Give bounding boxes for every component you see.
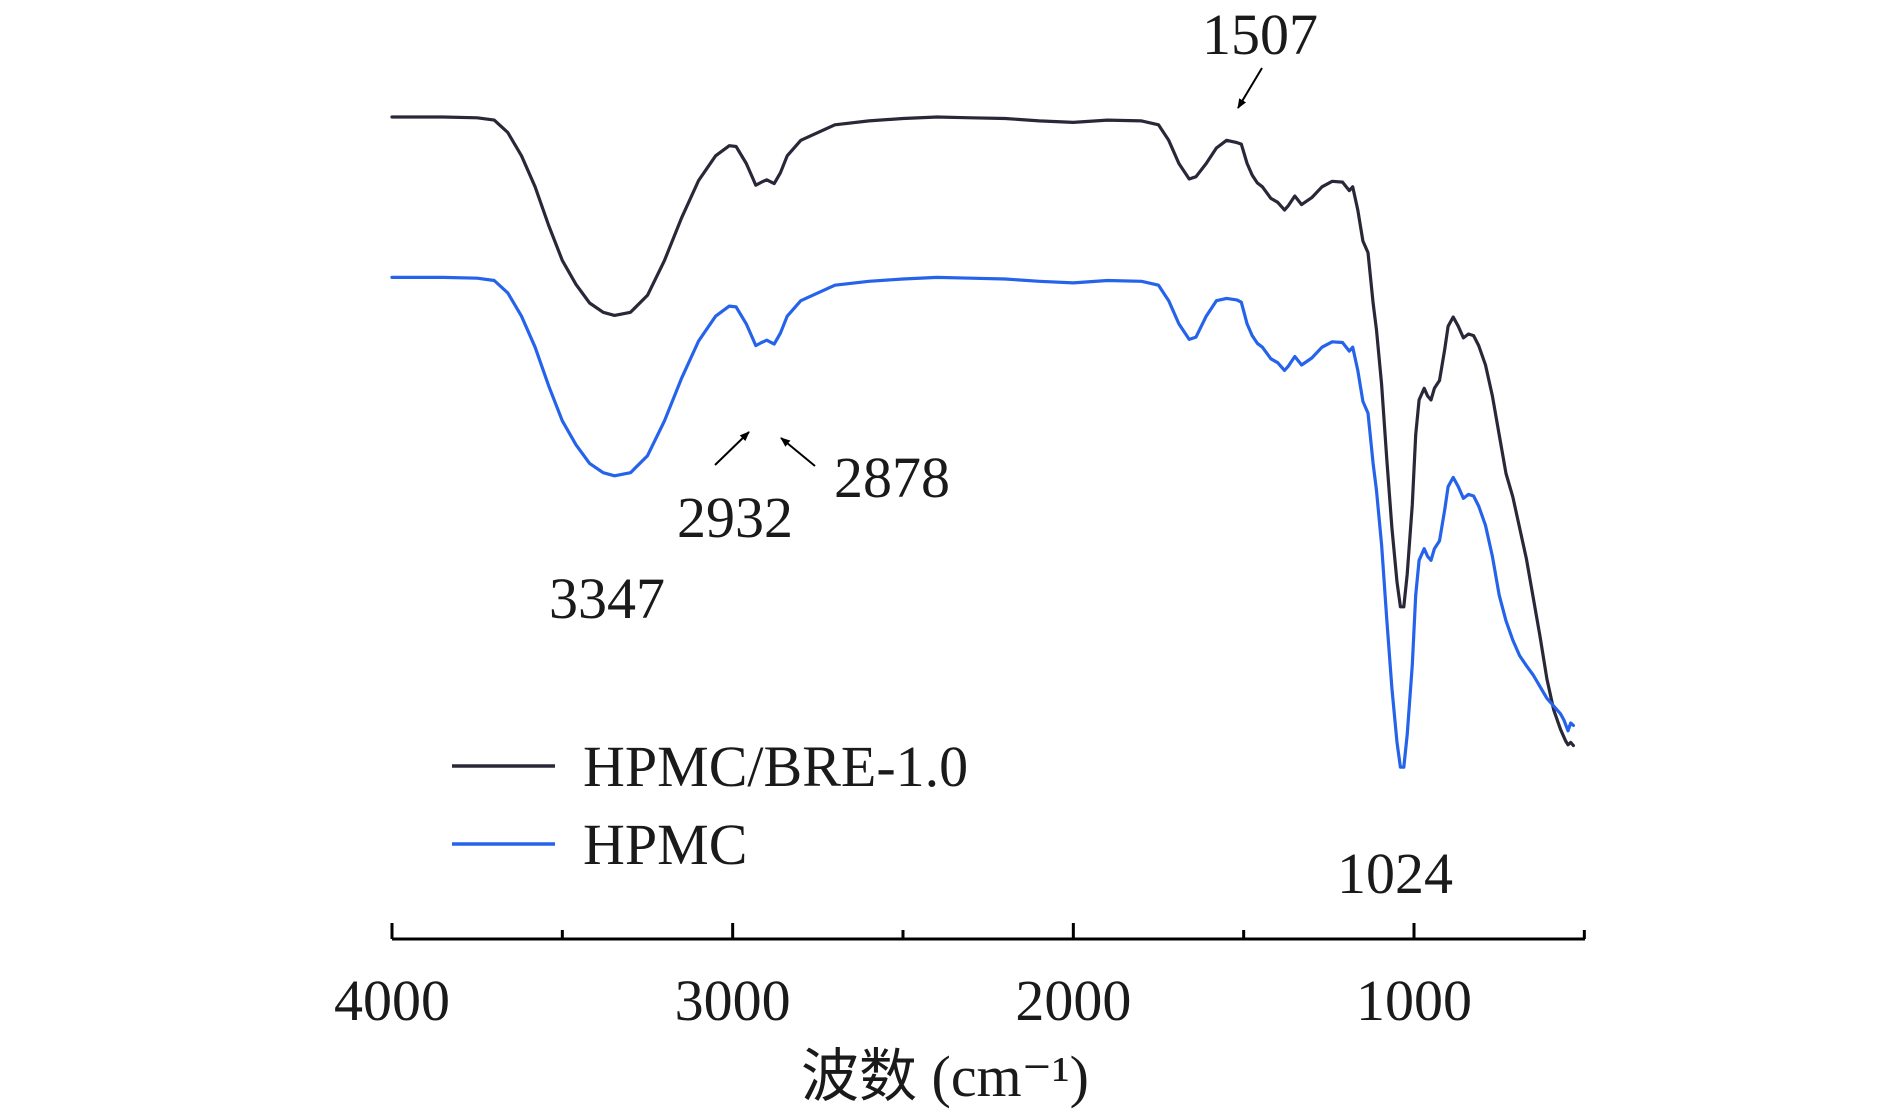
annotation-arrow: [780, 437, 816, 467]
x-tick-label: 4000: [334, 968, 450, 1033]
series-line-hpmc-bre: [390, 115, 1575, 748]
legend: HPMC/BRE-1.0 HPMC: [452, 734, 968, 877]
legend-label: HPMC: [583, 812, 747, 877]
peak-annotation-2878: 2878: [834, 445, 950, 510]
annotation-arrow: [1237, 67, 1263, 109]
x-axis-title: 波数 (cm⁻¹): [801, 1044, 1089, 1109]
x-axis: 4000 3000 2000 1000: [334, 923, 1586, 1033]
peak-annotation-1024: 1024: [1337, 841, 1453, 906]
peak-annotation-3347: 3347: [549, 566, 665, 631]
series-line-hpmc: [390, 275, 1575, 769]
peak-annotation-1507: 1507: [1202, 2, 1318, 67]
x-tick-label: 2000: [1015, 968, 1131, 1033]
peak-annotation-2932: 2932: [677, 485, 793, 550]
annotation-arrow: [714, 431, 750, 466]
plot-lines: [390, 115, 1575, 769]
x-tick-label: 3000: [675, 968, 791, 1033]
x-tick-label: 1000: [1356, 968, 1472, 1033]
legend-label: HPMC/BRE-1.0: [583, 734, 968, 799]
